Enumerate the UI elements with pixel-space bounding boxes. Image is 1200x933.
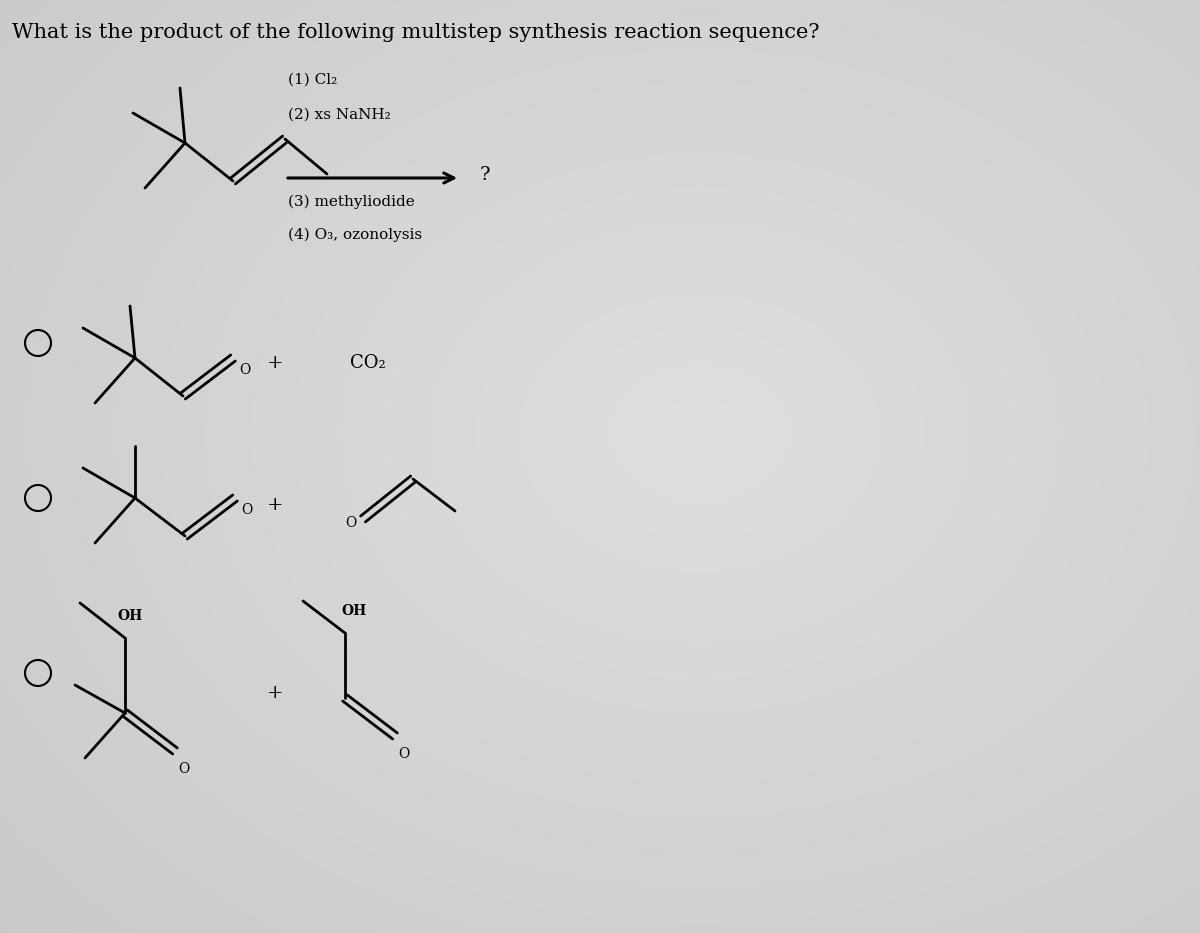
Text: What is the product of the following multistep synthesis reaction sequence?: What is the product of the following mul…: [12, 23, 820, 42]
Text: CO₂: CO₂: [350, 354, 385, 372]
Text: O: O: [346, 516, 356, 530]
Text: (1) Cl₂: (1) Cl₂: [288, 73, 337, 87]
Text: OH: OH: [341, 604, 366, 618]
Text: (2) xs NaNH₂: (2) xs NaNH₂: [288, 108, 391, 122]
Text: (4) O₃, ozonolysis: (4) O₃, ozonolysis: [288, 228, 422, 243]
Text: O: O: [398, 747, 409, 761]
Text: O: O: [178, 762, 190, 776]
Text: +: +: [266, 684, 283, 702]
Text: +: +: [266, 496, 283, 514]
Text: OH: OH: [118, 609, 143, 623]
Text: ?: ?: [480, 166, 491, 184]
Text: O: O: [239, 363, 251, 377]
Text: O: O: [241, 503, 252, 517]
Text: +: +: [266, 354, 283, 372]
Text: (3) methyliodide: (3) methyliodide: [288, 195, 415, 209]
